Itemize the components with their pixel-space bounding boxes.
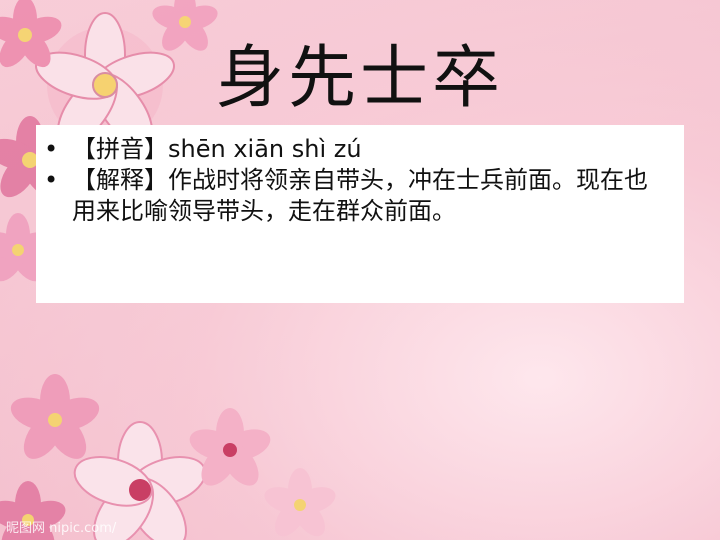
watermark: 昵图网 nipic.com/ [6, 521, 117, 536]
bullet-explanation: • 【解释】作战时将领亲自带头，冲在士兵前面。现在也用来比喻领导带头，走在群众前… [44, 165, 664, 227]
bullet-list: • 【拼音】shēn xiān shì zú • 【解释】作战时将领亲自带头，冲… [44, 134, 664, 227]
slide-title: 身先士卒 [215, 39, 504, 118]
bullet-marker: • [44, 166, 59, 194]
bullet-text: 【拼音】shēn xiān shì zú [72, 135, 362, 163]
bullet-marker: • [44, 135, 59, 163]
bullet-pinyin: • 【拼音】shēn xiān shì zú [44, 134, 664, 165]
bullet-text: 【解释】作战时将领亲自带头，冲在士兵前面。现在也用来比喻领导带头，走在群众前面。 [72, 166, 648, 225]
content-box [36, 125, 684, 303]
